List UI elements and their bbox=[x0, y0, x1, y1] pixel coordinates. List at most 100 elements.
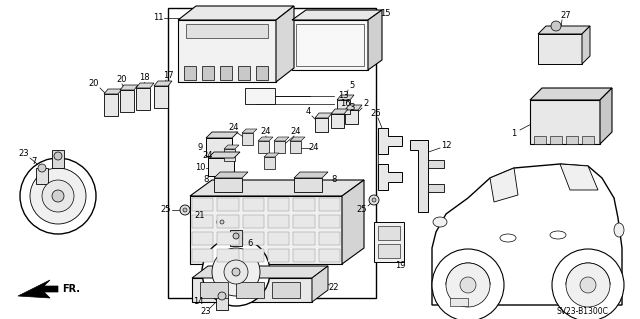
Polygon shape bbox=[294, 172, 328, 178]
Polygon shape bbox=[312, 266, 328, 302]
Bar bbox=[296, 24, 364, 66]
Text: 5: 5 bbox=[349, 81, 355, 91]
Polygon shape bbox=[242, 129, 257, 133]
Bar bbox=[238, 66, 250, 80]
Ellipse shape bbox=[432, 249, 504, 319]
Bar bbox=[192, 278, 312, 302]
Text: 20: 20 bbox=[116, 76, 127, 85]
Bar bbox=[192, 215, 213, 228]
Text: 23: 23 bbox=[19, 150, 29, 159]
Bar bbox=[530, 100, 600, 144]
Bar bbox=[230, 230, 242, 246]
Bar bbox=[315, 118, 328, 132]
Bar bbox=[243, 249, 264, 262]
Bar bbox=[216, 296, 228, 310]
Text: 13: 13 bbox=[338, 92, 349, 100]
Ellipse shape bbox=[550, 231, 566, 239]
Polygon shape bbox=[192, 266, 328, 278]
Bar bbox=[566, 136, 578, 144]
Bar bbox=[428, 184, 444, 192]
Bar bbox=[104, 94, 118, 116]
Bar bbox=[331, 114, 344, 128]
Text: 24: 24 bbox=[308, 144, 319, 152]
Bar bbox=[192, 249, 213, 262]
Bar bbox=[337, 100, 350, 114]
Bar bbox=[268, 215, 289, 228]
Text: 19: 19 bbox=[395, 262, 405, 271]
Polygon shape bbox=[582, 26, 590, 64]
Text: 24: 24 bbox=[203, 152, 213, 160]
Ellipse shape bbox=[52, 190, 64, 202]
Bar bbox=[192, 198, 213, 211]
Bar bbox=[218, 198, 239, 211]
Bar bbox=[293, 249, 315, 262]
Text: 27: 27 bbox=[561, 11, 572, 20]
Ellipse shape bbox=[232, 268, 240, 276]
Bar bbox=[245, 88, 275, 104]
Text: 24: 24 bbox=[228, 123, 239, 132]
Bar bbox=[538, 34, 582, 64]
Ellipse shape bbox=[202, 238, 270, 306]
Ellipse shape bbox=[552, 249, 624, 319]
Bar bbox=[242, 133, 253, 145]
Polygon shape bbox=[190, 180, 364, 196]
Bar bbox=[345, 110, 358, 124]
Polygon shape bbox=[290, 137, 305, 141]
Bar bbox=[319, 232, 340, 245]
Bar bbox=[52, 150, 64, 168]
Ellipse shape bbox=[500, 234, 516, 242]
Ellipse shape bbox=[460, 277, 476, 293]
Ellipse shape bbox=[183, 208, 187, 212]
Bar bbox=[178, 20, 276, 82]
Ellipse shape bbox=[551, 21, 561, 31]
Bar bbox=[36, 168, 48, 184]
Bar bbox=[268, 232, 289, 245]
Bar bbox=[184, 66, 196, 80]
Polygon shape bbox=[337, 95, 354, 100]
Bar bbox=[192, 232, 213, 245]
Bar bbox=[168, 8, 376, 298]
Text: 25: 25 bbox=[161, 205, 172, 214]
Bar bbox=[220, 66, 232, 80]
Bar bbox=[200, 282, 228, 298]
Text: 11: 11 bbox=[153, 13, 163, 23]
Bar bbox=[154, 86, 168, 108]
Text: 3: 3 bbox=[349, 103, 355, 113]
Bar bbox=[378, 226, 400, 240]
Polygon shape bbox=[410, 140, 428, 212]
Text: 9: 9 bbox=[197, 144, 203, 152]
Text: 2: 2 bbox=[364, 100, 369, 108]
Bar bbox=[136, 88, 150, 110]
Bar bbox=[186, 24, 268, 38]
Bar bbox=[206, 138, 232, 156]
Ellipse shape bbox=[218, 292, 226, 300]
Polygon shape bbox=[378, 128, 402, 154]
Text: 12: 12 bbox=[441, 140, 451, 150]
Bar bbox=[190, 196, 342, 264]
Text: 24: 24 bbox=[260, 128, 271, 137]
Bar bbox=[319, 215, 340, 228]
Ellipse shape bbox=[30, 168, 86, 224]
Text: 15: 15 bbox=[380, 10, 390, 19]
Text: 8: 8 bbox=[332, 175, 337, 184]
Polygon shape bbox=[206, 132, 238, 138]
Bar bbox=[268, 249, 289, 262]
Bar bbox=[208, 158, 234, 176]
Ellipse shape bbox=[217, 217, 227, 227]
Ellipse shape bbox=[38, 164, 46, 172]
Ellipse shape bbox=[566, 263, 610, 307]
Text: 24: 24 bbox=[291, 128, 301, 137]
Bar bbox=[534, 136, 546, 144]
Text: 7: 7 bbox=[31, 158, 36, 167]
Bar bbox=[293, 215, 315, 228]
Bar bbox=[218, 232, 239, 245]
Polygon shape bbox=[18, 280, 58, 298]
Bar bbox=[243, 198, 264, 211]
Polygon shape bbox=[378, 164, 402, 190]
Bar bbox=[272, 282, 300, 298]
Polygon shape bbox=[136, 83, 154, 88]
Bar bbox=[582, 136, 594, 144]
Bar bbox=[293, 232, 315, 245]
Ellipse shape bbox=[372, 198, 376, 202]
Ellipse shape bbox=[180, 205, 190, 215]
